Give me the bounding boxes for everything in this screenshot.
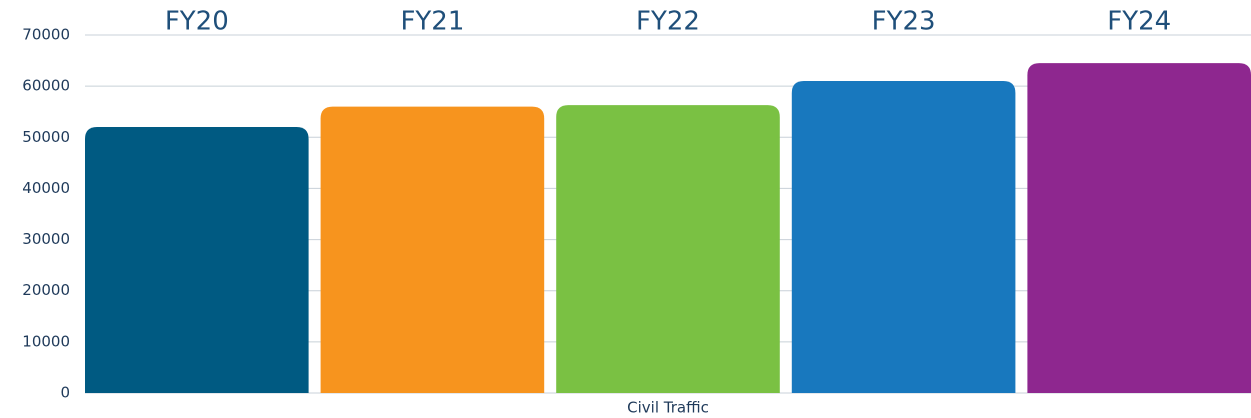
bar: [85, 127, 309, 394]
bar: [556, 105, 780, 394]
y-tick-label: 60000: [22, 77, 70, 95]
legend-label: FY21: [400, 7, 464, 37]
bar: [791, 81, 1016, 394]
legend-label: FY23: [872, 7, 936, 37]
y-tick-label: 70000: [22, 26, 70, 44]
legend-label: FY20: [165, 7, 229, 37]
y-tick-label: 50000: [22, 128, 70, 146]
y-tick-label: 30000: [22, 230, 70, 248]
legend-label: FY22: [636, 7, 700, 37]
y-tick-label: 10000: [22, 332, 70, 350]
bar: [320, 106, 545, 393]
y-tick-label: 40000: [22, 179, 70, 197]
y-tick-label: 0: [60, 384, 70, 402]
legend-label: FY24: [1107, 7, 1171, 37]
bar: [1027, 63, 1251, 393]
y-tick-label: 20000: [22, 281, 70, 299]
x-tick-label: Civil Traffic: [627, 399, 709, 417]
